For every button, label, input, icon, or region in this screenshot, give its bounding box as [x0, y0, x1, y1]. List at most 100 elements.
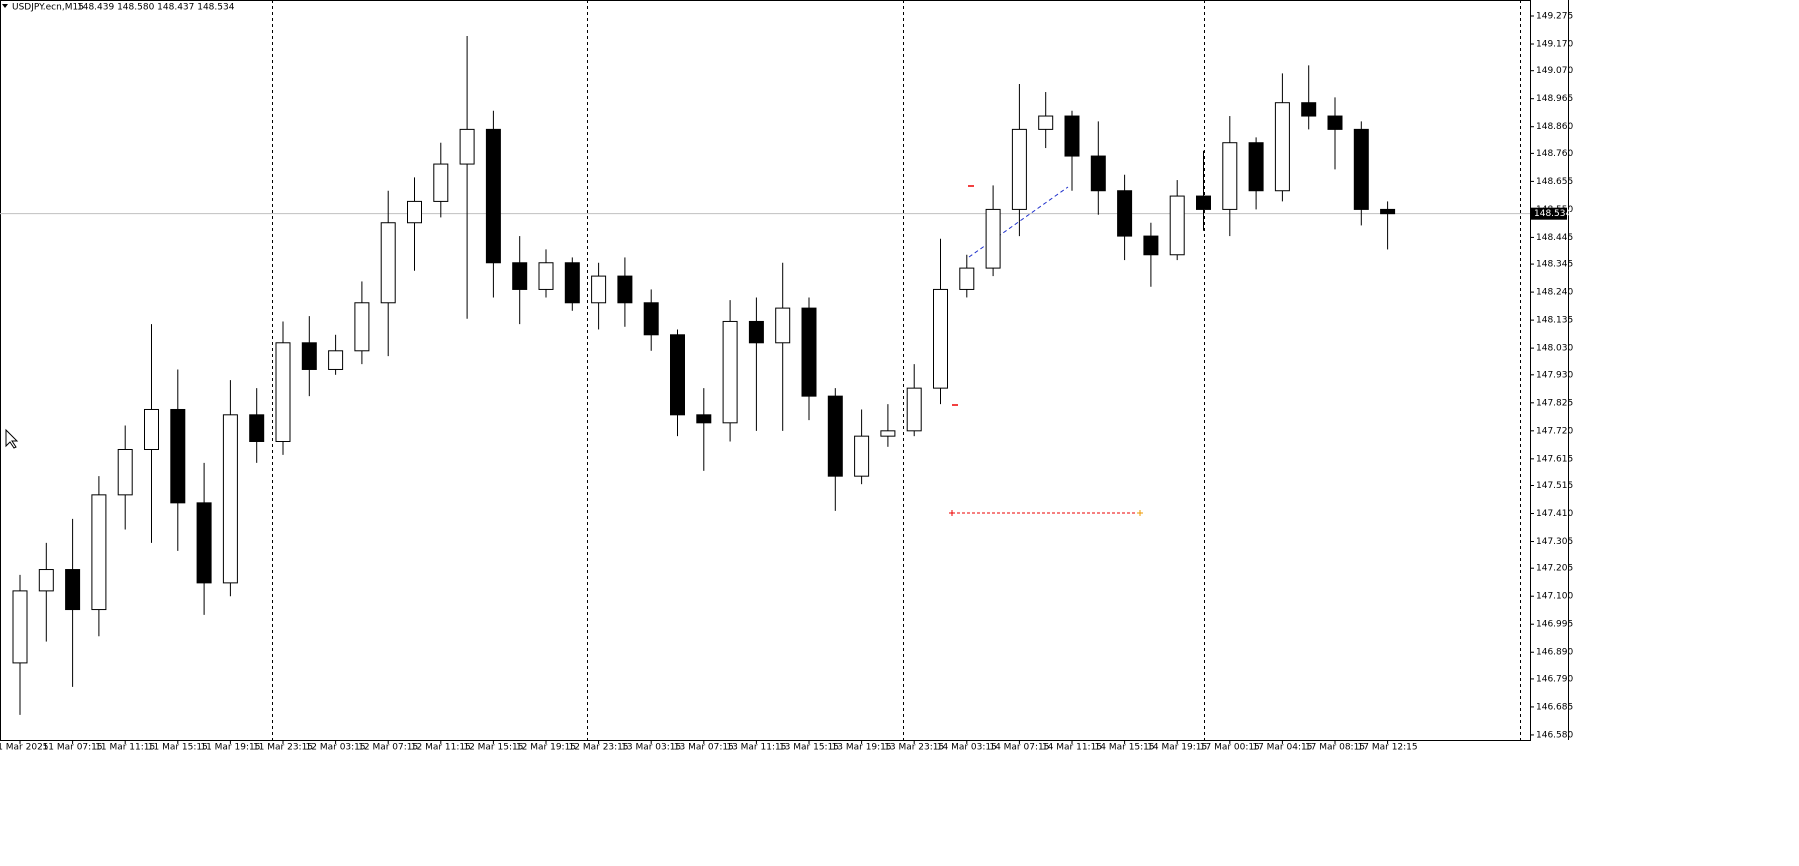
x-tick-label: 12 Mar 19:15: [516, 743, 576, 753]
plot-frame: [0, 0, 1531, 741]
ohlc-text: 148.439 148.580 148.437 148.534: [77, 3, 235, 13]
candle-body: [275, 342, 291, 442]
y-tick-label: 146.790: [1536, 674, 1573, 684]
candle-body: [775, 307, 791, 344]
candle-body: [459, 128, 475, 165]
x-tick-label: 17 Mar 08:15: [1305, 743, 1365, 753]
y-tick-label: 148.030: [1536, 344, 1573, 354]
x-tick-label: 11 Mar 07:15: [43, 743, 103, 753]
candle-body: [959, 267, 975, 290]
x-tick-label: 17 Mar 12:15: [1358, 743, 1418, 753]
x-tick-label: 13 Mar 23:15: [884, 743, 944, 753]
y-tick-label: 147.410: [1536, 509, 1573, 519]
candle-body: [1248, 142, 1264, 192]
x-tick-label: 11 Mar 23:15: [253, 743, 313, 753]
y-tick-label: 148.760: [1536, 149, 1573, 159]
candle-body: [1011, 128, 1027, 210]
x-tick-label: 14 Mar 11:15: [1042, 743, 1102, 753]
candle-body: [1301, 102, 1317, 117]
x-tick-label: 17 Mar 04:15: [1252, 743, 1312, 753]
candle-body: [880, 430, 896, 437]
y-tick-label: 149.275: [1536, 12, 1573, 22]
candle-body: [196, 502, 212, 584]
x-tick-label: 13 Mar 07:15: [674, 743, 734, 753]
x-tick-label: 14 Mar 07:15: [989, 743, 1049, 753]
candle-body: [249, 414, 265, 442]
y-tick-label: 146.890: [1536, 648, 1573, 658]
candle-body: [65, 569, 81, 611]
y-tick-label: 148.345: [1536, 260, 1573, 270]
candle-body: [512, 262, 528, 290]
candle-body: [1143, 235, 1159, 256]
current-price-box: [1531, 207, 1567, 220]
candle-body: [1196, 195, 1211, 210]
x-tick-label: 13 Mar 11:15: [726, 743, 786, 753]
candle-body: [1274, 102, 1290, 192]
x-tick-label: 12 Mar 15:15: [463, 743, 523, 753]
candle-body: [12, 590, 28, 664]
y-tick-label: 147.515: [1536, 481, 1573, 491]
x-tick-label: 12 Mar 11:15: [411, 743, 471, 753]
y-tick-label: 149.070: [1536, 66, 1573, 76]
candle-body: [827, 395, 843, 477]
x-tick-label: 12 Mar 03:15: [306, 743, 366, 753]
candle-body: [854, 435, 870, 477]
candle-body: [906, 387, 922, 432]
y-tick-label: 148.860: [1536, 122, 1573, 132]
candle-body: [328, 350, 344, 370]
y-tick-label: 147.305: [1536, 537, 1573, 547]
y-tick-label: 148.445: [1536, 233, 1573, 243]
candle-body: [1117, 190, 1133, 237]
x-tick-label: 13 Mar 03:15: [621, 743, 681, 753]
y-tick-label: 146.580: [1536, 730, 1573, 740]
candle-body: [617, 275, 633, 304]
candle-body: [91, 494, 107, 611]
x-tick-label: 17 Mar 00:15: [1200, 743, 1260, 753]
candle-body: [1353, 128, 1369, 210]
current-price-label: 148.534: [1534, 209, 1571, 219]
x-tick-label: 14 Mar 03:15: [937, 743, 997, 753]
candle-body: [1064, 115, 1080, 157]
candle-body: [591, 275, 607, 304]
candle-body: [1169, 195, 1185, 256]
x-tick-label: 12 Mar 07:15: [358, 743, 418, 753]
x-tick-label: 11 Mar 11:15: [95, 743, 155, 753]
menu-arrow[interactable]: [2, 4, 8, 8]
candle-body: [301, 342, 317, 370]
y-tick-label: 148.655: [1536, 177, 1573, 187]
candle-body: [538, 262, 554, 290]
x-tick-label: 11 Mar 2025: [0, 743, 49, 753]
y-tick-label: 146.685: [1536, 702, 1573, 712]
candle-body: [1327, 115, 1343, 130]
candle-body: [222, 414, 238, 584]
candle-body: [1090, 155, 1106, 192]
candle-body: [170, 408, 186, 504]
y-tick-label: 147.720: [1536, 426, 1573, 436]
candle-body: [722, 320, 738, 424]
candle-body: [643, 302, 659, 336]
candle-body: [985, 208, 1001, 269]
candle-body: [1380, 208, 1396, 215]
x-tick-label: 14 Mar 15:15: [1095, 743, 1155, 753]
x-tick-label: 11 Mar 15:15: [148, 743, 208, 753]
x-tick-label: 14 Mar 19:15: [1147, 743, 1207, 753]
x-tick-label: 12 Mar 23:15: [569, 743, 629, 753]
candle-body: [933, 288, 948, 389]
y-tick-label: 149.170: [1536, 40, 1573, 50]
candle-body: [354, 302, 370, 352]
candle-body: [564, 262, 580, 304]
candle-body: [1222, 142, 1238, 210]
candle-body: [485, 128, 501, 264]
candle-body: [696, 414, 712, 424]
candle-body: [1038, 115, 1054, 130]
candle-body: [144, 408, 159, 450]
candle-body: [433, 163, 449, 202]
y-tick-label: 147.930: [1536, 370, 1573, 380]
mouse-cursor: [5, 428, 19, 449]
marker: [1137, 510, 1143, 516]
candle-body: [380, 222, 396, 304]
candle-body: [670, 334, 685, 416]
marker: [949, 510, 955, 516]
